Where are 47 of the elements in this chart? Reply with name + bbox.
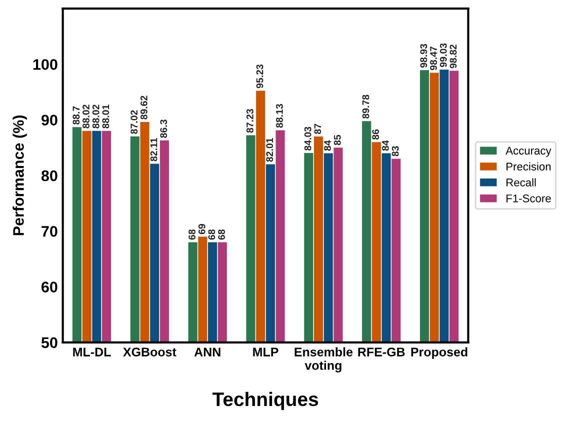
legend-label: Accuracy — [506, 146, 552, 157]
x-tick-label: XGBoost — [123, 348, 176, 356]
data-label: 86.3 — [160, 120, 168, 138]
data-label: 87 — [314, 124, 322, 134]
data-label: 95.23 — [256, 64, 264, 88]
y-axis-title: Performance (%) — [12, 116, 27, 236]
x-tick-label: ML-DL — [73, 348, 111, 356]
legend-label: F1-Score — [506, 194, 551, 202]
data-label: 98.82 — [450, 44, 457, 68]
data-label: 84.03 — [304, 126, 312, 151]
data-label: 89.78 — [362, 94, 370, 119]
data-label: 98.93 — [420, 44, 428, 68]
data-label: 88.02 — [82, 104, 90, 128]
data-label: 88.01 — [102, 104, 110, 128]
data-label: 88.7 — [72, 106, 80, 125]
data-label: 83 — [392, 146, 399, 156]
x-tick-label: MLP — [253, 348, 278, 356]
data-label: 89.62 — [140, 96, 148, 120]
data-label: 82.01 — [266, 138, 274, 162]
data-label: 84 — [324, 140, 331, 151]
x-tick-label: RFE-GB — [358, 348, 405, 356]
x-tick-label: ANN — [194, 348, 220, 356]
y-tick-label: 60 — [42, 282, 58, 292]
y-tick-label: 90 — [41, 114, 58, 126]
data-label: 87.02 — [130, 110, 138, 134]
data-label: 86 — [372, 129, 380, 140]
x-tick-label: Proposed — [411, 347, 468, 359]
data-label: 99.03 — [440, 43, 447, 68]
data-label: 68 — [208, 230, 216, 240]
data-label: 85 — [334, 134, 341, 146]
data-label: 69 — [198, 224, 206, 234]
legend-label: Precision — [506, 162, 551, 171]
data-label: 68 — [188, 230, 196, 240]
data-label: 87.23 — [246, 109, 254, 133]
y-tick-label: 50 — [41, 337, 58, 348]
x-tick-label: Ensemble voting — [294, 347, 353, 372]
data-label: 88.13 — [276, 104, 283, 128]
y-tick-label: 100 — [33, 59, 58, 70]
y-tick-label: 80 — [41, 170, 58, 182]
data-label: 88.02 — [92, 104, 100, 128]
data-label: 68 — [218, 230, 225, 240]
y-tick-label: 70 — [42, 226, 58, 237]
data-label: 84 — [382, 140, 389, 151]
x-axis-title: Techniques — [212, 392, 318, 410]
data-label: 98.47 — [430, 46, 437, 70]
legend-label: Recall — [506, 178, 536, 186]
data-label: 82.11 — [150, 138, 158, 162]
